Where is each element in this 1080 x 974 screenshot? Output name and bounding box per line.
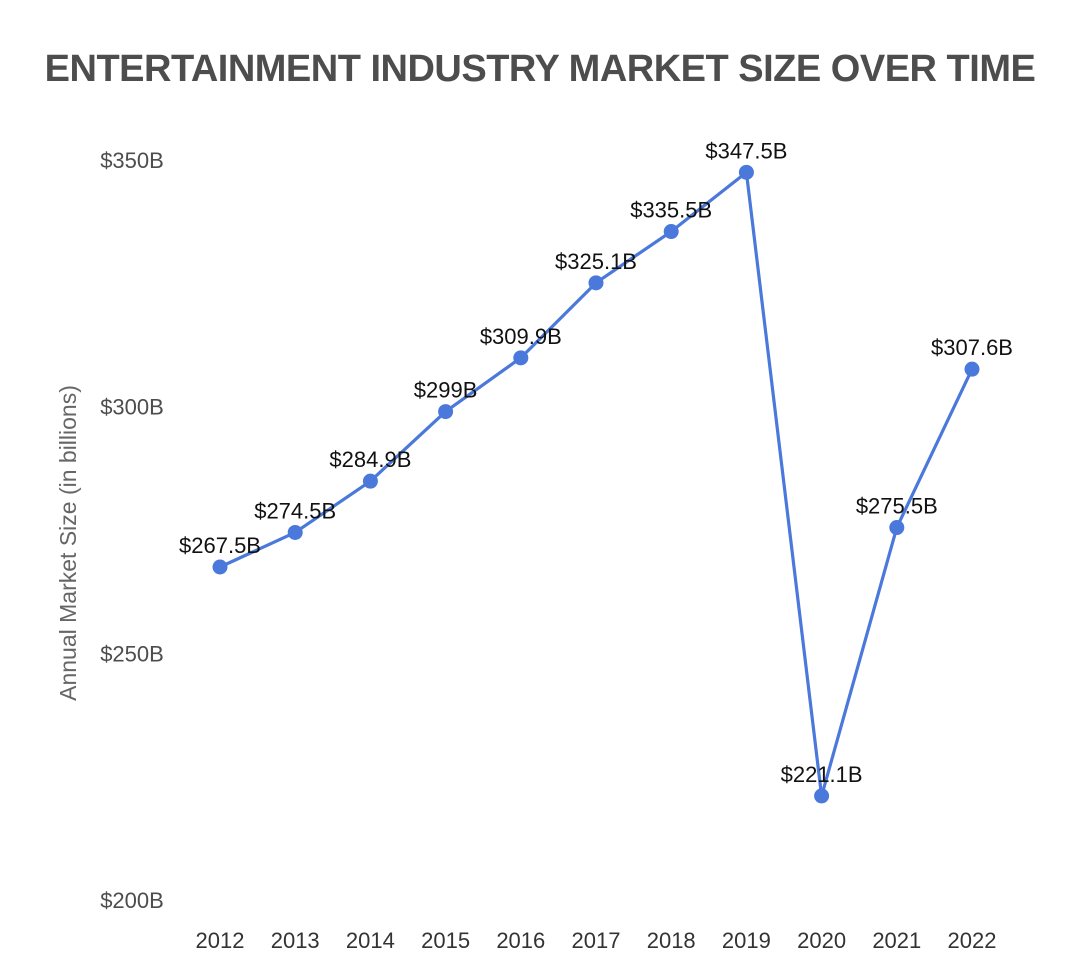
- x-axis-ticks: 2012 2013 2014 2015 2016 2017 2018 2019 2020 2021…: [196, 928, 997, 953]
- data-labels: $267.5B $274.5B $284.9B $299B $309.9B $325.1B…: [179, 138, 1013, 787]
- series-line-segment: [744, 170, 824, 798]
- y-axis-title-group: Annual Market Size (in billions): [55, 385, 81, 701]
- series-points: [212, 164, 980, 804]
- x-tick-label: 2017: [572, 928, 621, 953]
- x-tick-label: 2020: [797, 928, 846, 953]
- data-point: [738, 164, 754, 180]
- series-lines: [218, 170, 974, 798]
- series-line-segment: [519, 281, 598, 360]
- data-label: $309.9B: [480, 324, 562, 349]
- data-point: [438, 404, 454, 420]
- x-tick-label: 2018: [647, 928, 696, 953]
- series-line-segment: [895, 367, 974, 530]
- data-point: [889, 520, 905, 536]
- data-label: $274.5B: [254, 498, 336, 523]
- series-line-segment: [368, 410, 448, 483]
- x-tick-label: 2022: [948, 928, 997, 953]
- data-point: [814, 788, 830, 804]
- y-tick-label: $250B: [100, 641, 164, 666]
- data-label: $307.6B: [931, 335, 1013, 360]
- y-tick-label: $350B: [100, 148, 164, 173]
- data-point: [513, 350, 529, 366]
- data-point: [663, 224, 679, 240]
- data-point: [212, 559, 228, 575]
- data-point: [287, 524, 303, 540]
- data-label: $335.5B: [630, 198, 712, 223]
- data-label: $284.9B: [329, 447, 411, 472]
- data-label: $275.5B: [856, 494, 938, 519]
- chart-title: ENTERTAINMENT INDUSTRY MARKET SIZE OVER …: [44, 48, 1036, 90]
- series-line-segment: [819, 525, 899, 798]
- series-line-segment: [293, 479, 372, 535]
- data-label: $299B: [414, 378, 478, 403]
- series-line-segment: [218, 530, 297, 569]
- x-tick-label: 2019: [722, 928, 771, 953]
- x-tick-label: 2016: [496, 928, 545, 953]
- series-line-segment: [444, 356, 523, 414]
- series-line-segment: [669, 170, 749, 234]
- data-point: [964, 361, 980, 377]
- x-tick-label: 2013: [271, 928, 320, 953]
- series-line-segment: [594, 229, 673, 285]
- y-tick-label: $200B: [100, 888, 164, 913]
- data-label: $325.1B: [555, 249, 637, 274]
- y-axis-title: Annual Market Size (in billions): [55, 385, 81, 701]
- data-label: $347.5B: [705, 138, 787, 163]
- x-tick-label: 2014: [346, 928, 395, 953]
- y-tick-label: $300B: [100, 395, 164, 420]
- data-point: [588, 275, 604, 291]
- x-tick-label: 2021: [872, 928, 921, 953]
- data-label: $221.1B: [781, 762, 863, 787]
- x-tick-label: 2015: [421, 928, 470, 953]
- data-point: [362, 473, 378, 489]
- y-axis-ticks: $200B $250B $300B $350B: [100, 148, 164, 913]
- x-tick-label: 2012: [196, 928, 245, 953]
- data-label: $267.5B: [179, 533, 261, 558]
